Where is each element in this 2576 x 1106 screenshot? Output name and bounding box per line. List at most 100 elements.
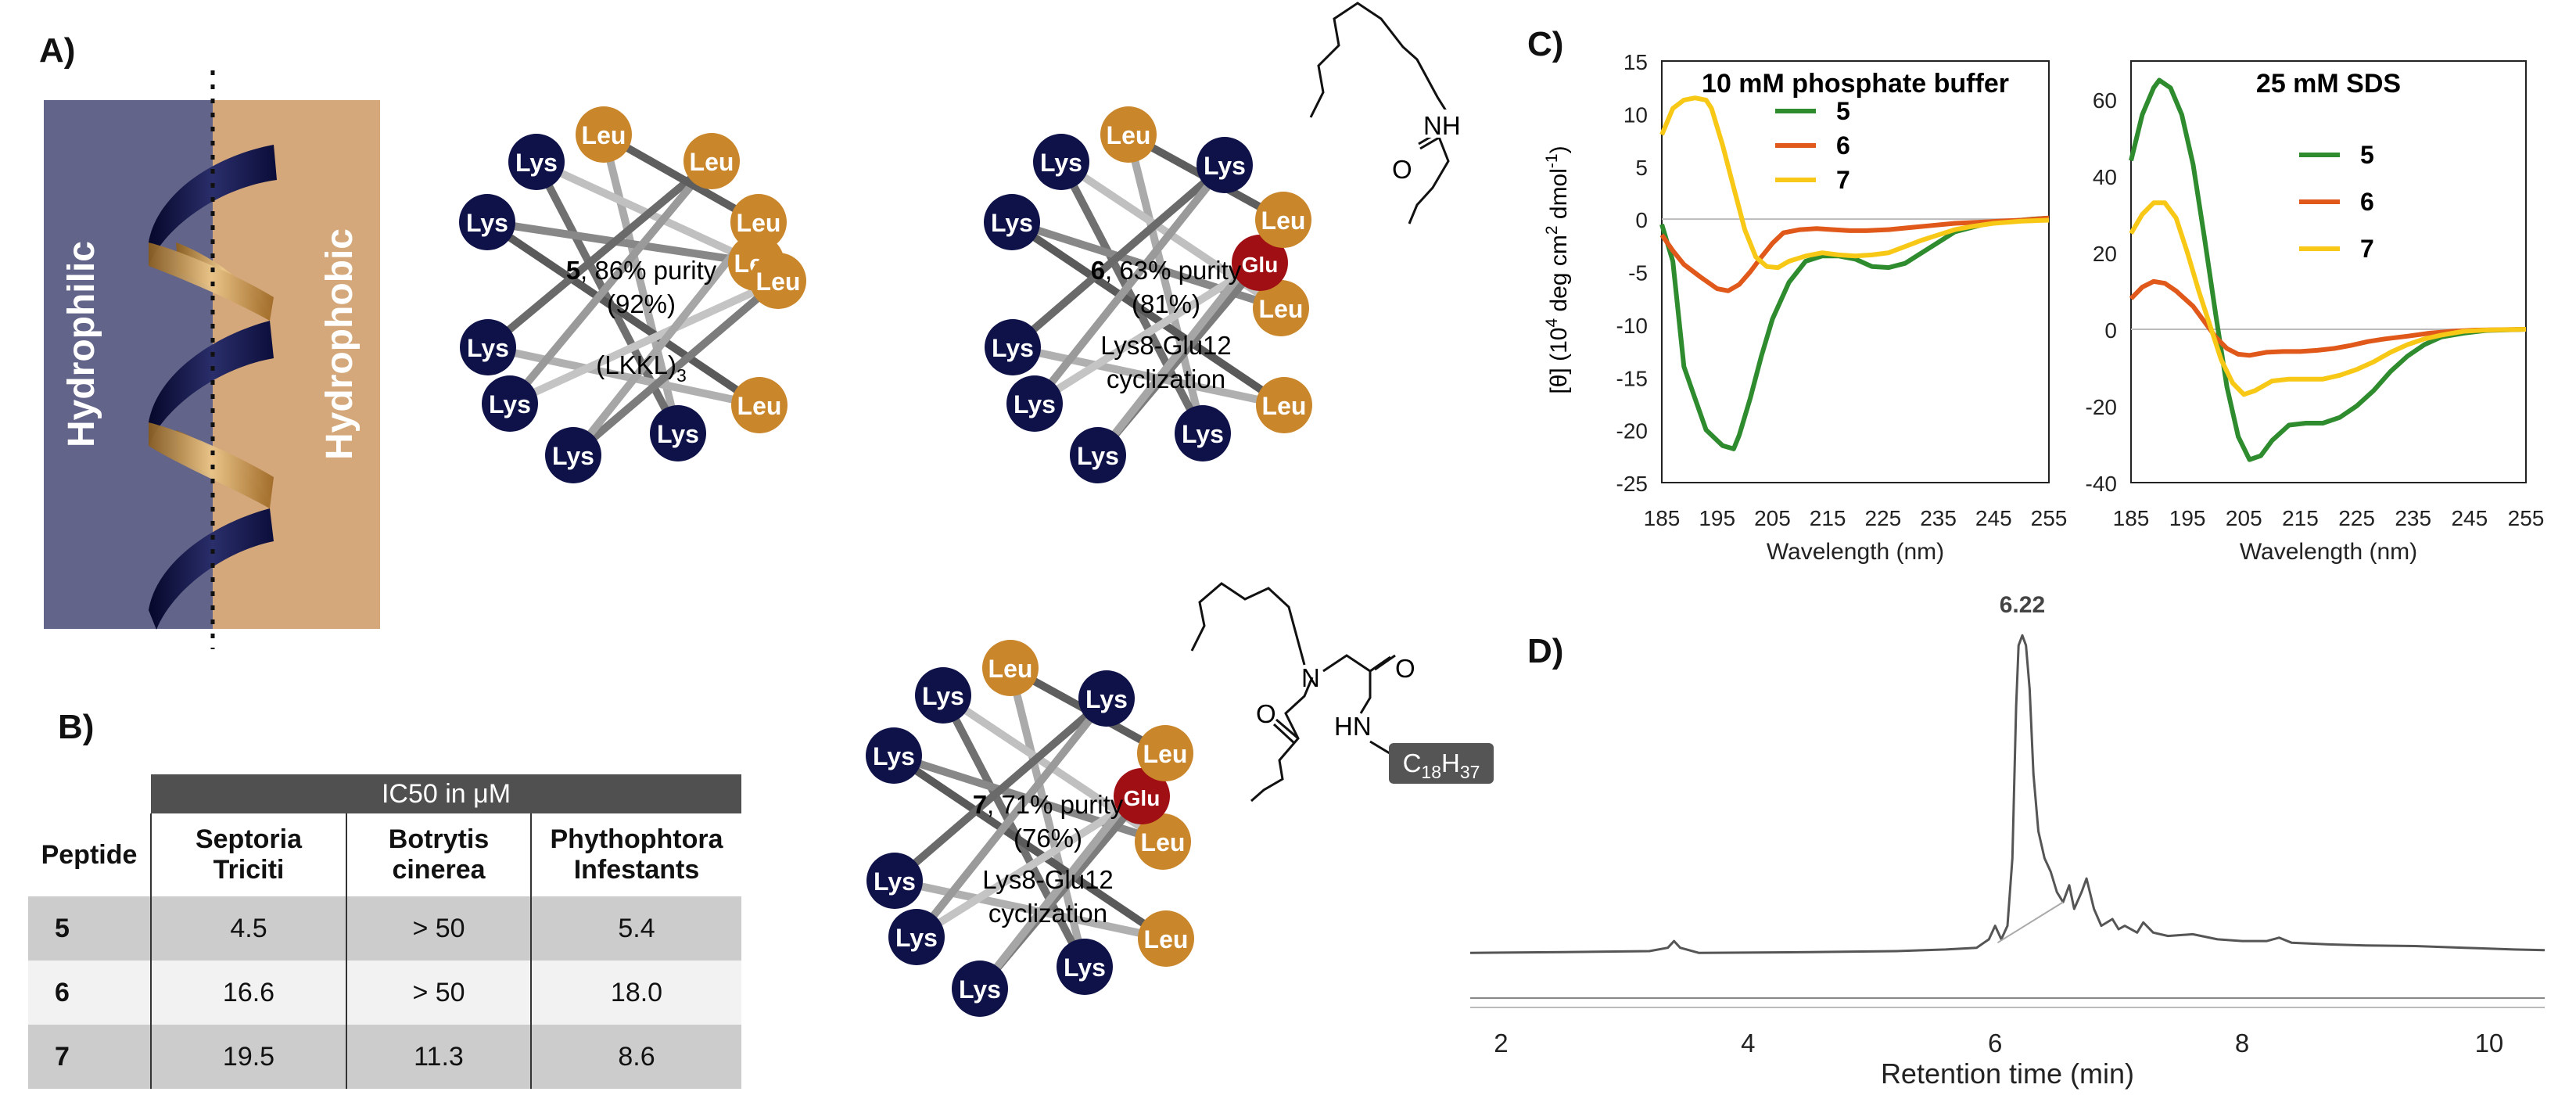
table-cell: 4.5: [151, 896, 347, 961]
residue-label: Lys: [1085, 685, 1128, 713]
x-tick-label: 245: [1975, 506, 2012, 530]
wheel6-caption-4: cyclization: [1107, 364, 1225, 393]
y-tick-label: -20: [2086, 395, 2117, 419]
x-tick-label: 225: [1864, 506, 1901, 530]
header-phythophtora: Phythophtora Infestants: [531, 813, 741, 896]
table-cell: 5: [28, 896, 152, 961]
wheel6-carbonyl-2: [1419, 136, 1440, 150]
residue-lys: [1197, 137, 1253, 193]
cd-y-axis-label: [θ] (104 deg cm2 dmol-1): [1543, 145, 1572, 393]
table-cell: 6: [28, 961, 152, 1025]
wheel7-purity: , 71% purity: [987, 790, 1124, 819]
ylabel-part2: deg cm: [1546, 235, 1572, 318]
wheel5-sequence-sub: 3: [676, 365, 687, 386]
x-tick-label: 6: [1988, 1029, 2002, 1058]
legend-label-5: 5: [2360, 141, 2374, 169]
residue-label: Lys: [657, 420, 699, 448]
x-tick-label: 255: [2031, 506, 2068, 530]
wheel7-alkyl-tag-label: C18H37: [1403, 749, 1480, 782]
table-cell: 16.6: [151, 961, 347, 1025]
wheel-connector: [570, 278, 781, 458]
residue-leu: [1255, 192, 1311, 248]
residue-leu: [1138, 910, 1194, 967]
residue-label: Leu: [1141, 828, 1186, 856]
series-line-5: [2129, 77, 2527, 462]
helix-ribbon-back-2: [149, 242, 274, 508]
chart-title: 10 mM phosphate buffer: [1702, 69, 2009, 99]
table-cell: 11.3: [346, 1025, 532, 1089]
residue-label: Leu: [1107, 121, 1151, 149]
panel-label-b: B): [58, 708, 95, 746]
wheel5-caption-3: (LKKL)3: [596, 350, 687, 386]
wheel-connector: [485, 158, 715, 350]
wheel-connector: [601, 131, 761, 226]
residue-leu: [1256, 377, 1312, 433]
residue-lys: [508, 134, 565, 190]
wheel-peptide-7: Leu Lys Lys Lys Lys Lys Lys Leu Leu Glu Leu Lys: [866, 640, 1194, 1017]
y-tick-label: 15: [1623, 50, 1648, 74]
residue-label: Leu: [1144, 925, 1189, 953]
y-tick-label: 5: [1635, 156, 1648, 180]
hydrophilic-label: Hydrophilic: [61, 241, 102, 447]
residue-lys: [1078, 670, 1135, 727]
table-cell: > 50: [346, 961, 532, 1025]
y-tick-label: -5: [1628, 261, 1648, 285]
table-row: 5 4.5 > 50 5.4: [28, 896, 741, 961]
wheel5-number: 5: [566, 256, 580, 285]
wheel7-tag-c: C: [1403, 749, 1422, 777]
table-cell: 19.5: [151, 1025, 347, 1089]
table-cell: 5.4: [618, 913, 655, 943]
wheel6-number: 6: [1091, 256, 1105, 285]
wheel5-purity: , 86% purity: [580, 256, 717, 285]
wheel6-caption-3: Lys8-Glu12: [1100, 331, 1232, 360]
cd-chart-phosphate: -25 -20 -15 -10 -5 0 5 10 15 185 195 205 215 225 235 24…: [1616, 50, 2068, 565]
ylabel-sup3: -1: [1543, 153, 1561, 168]
y-tick-label: -40: [2086, 472, 2117, 496]
residue-label: Lys: [1040, 149, 1082, 177]
residue-leu: [576, 106, 632, 163]
panel-label-c: C): [1527, 25, 1564, 63]
helix-ribbon-front: [149, 145, 277, 630]
residue-lys: [1057, 939, 1113, 995]
wheel-connector: [570, 219, 762, 458]
ic50-table: IC50 in μM Peptide Septoria Triciti Botry…: [28, 774, 741, 1089]
series-line-6: [2129, 278, 2527, 358]
table-super-header: IC50 in μM: [151, 774, 741, 813]
wheel7-tag-sub2: 37: [1460, 762, 1480, 782]
wheel7-carbonyl-a: [1374, 654, 1396, 671]
wheel6-caption-1: 6, 63% purity: [1091, 256, 1242, 285]
wheel6-o-label: O: [1392, 155, 1412, 184]
cd-chart-sds: -40 -20 0 20 40 60 185 195 205 215 225 235 245 255 25 …: [2086, 60, 2544, 565]
residue-label: Lys: [1204, 152, 1246, 180]
wheel-connector: [914, 792, 1144, 941]
residue-glu: [1232, 235, 1288, 291]
residue-lys: [1006, 375, 1063, 432]
header-peptide-text: Peptide: [41, 839, 138, 870]
residue-lys: [1175, 405, 1231, 461]
x-tick-label: 195: [2169, 506, 2206, 530]
y-tick-label: 20: [2093, 242, 2117, 266]
hydrophobic-label: Hydrophobic: [319, 228, 361, 460]
wheel7-tag-h: H: [1441, 749, 1460, 777]
y-tick-label: 0: [2104, 318, 2117, 343]
residue-label: Glu: [1124, 786, 1161, 810]
residue-label: Lys: [489, 390, 531, 418]
wheel7-o1-label: O: [1395, 654, 1415, 683]
residue-label: Lys: [992, 334, 1034, 362]
residue-leu: [683, 133, 740, 189]
wheel-connector: [1010, 218, 1286, 409]
x-axis-label: Wavelength (nm): [2240, 539, 2417, 565]
wheel6-linker-chain: [1309, 2, 1450, 224]
header-botrytis-line2: cinerea: [392, 855, 486, 885]
wheel7-number: 7: [973, 790, 987, 819]
residue-label: Leu: [756, 268, 801, 296]
wheel7-n-label: N: [1301, 663, 1320, 692]
residue-leu: [731, 377, 788, 433]
hplc-chromatogram: 2 4 6 8 10 6.22 Retention time (min): [1469, 592, 2546, 1090]
x-tick-label: 235: [2395, 506, 2431, 530]
y-tick-label: 40: [2093, 165, 2117, 189]
ylabel-sup1: 4: [1543, 318, 1561, 328]
wheel7-caption-1: 7, 71% purity: [973, 790, 1124, 819]
x-tick-label: 185: [2113, 506, 2150, 530]
